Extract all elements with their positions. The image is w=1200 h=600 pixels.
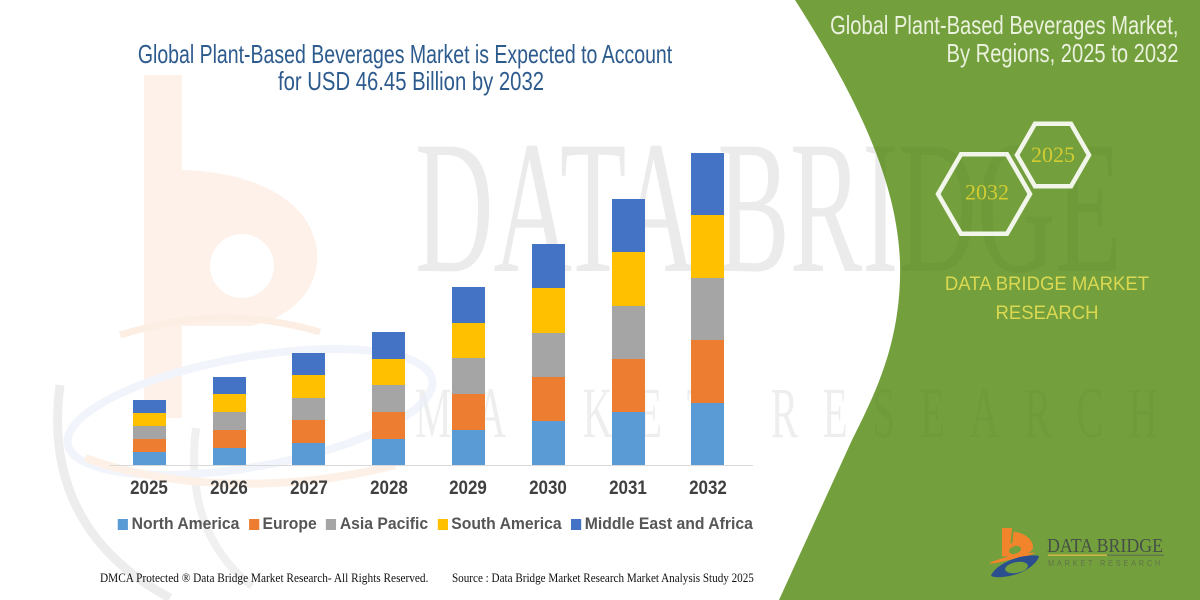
- svg-text:MARKET RESEARCH: MARKET RESEARCH: [1048, 559, 1163, 568]
- svg-text:DATA BRIDGE: DATA BRIDGE: [1047, 535, 1163, 557]
- svg-text:2025: 2025: [1031, 142, 1075, 167]
- svg-text:2032: 2032: [965, 180, 1009, 205]
